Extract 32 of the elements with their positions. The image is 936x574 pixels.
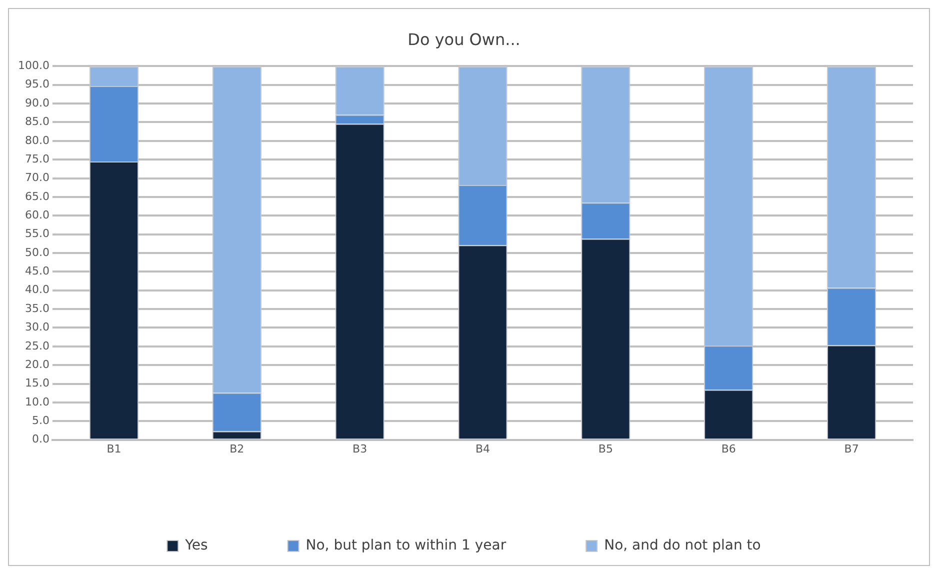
y-tick-label: 20.0: [24, 358, 50, 371]
chart-title: Do you Own...: [408, 30, 520, 49]
x-tick-label: B3: [352, 442, 368, 456]
y-tick-label: 25.0: [24, 339, 50, 352]
y-tick-label: 100.0: [18, 59, 50, 72]
y-tick-label: 90.0: [24, 96, 50, 110]
y-tick-label: 5.0: [32, 414, 50, 427]
y-tick-label: 40.0: [24, 283, 50, 296]
y-tick-label: 35.0: [24, 302, 50, 315]
y-tick-label: 55.0: [24, 227, 50, 240]
y-tick-label: 15.0: [24, 376, 50, 390]
y-tick-label: 85.0: [24, 115, 50, 128]
y-tick-label: 95.0: [24, 78, 50, 91]
legend-label: No, and do not plan to: [604, 538, 761, 554]
y-tick-label: 30.0: [24, 320, 50, 334]
legend-label: Yes: [184, 538, 208, 554]
y-tick-label: 80.0: [24, 134, 50, 147]
x-tick-label: B1: [106, 442, 122, 456]
y-tick-label: 10.0: [24, 395, 50, 408]
x-tick-label: B7: [844, 442, 859, 456]
x-tick-label: B4: [475, 442, 490, 456]
legend-label: No, but plan to within 1 year: [306, 538, 506, 554]
y-tick-label: 50.0: [24, 246, 50, 259]
y-tick-label: 65.0: [24, 190, 50, 203]
y-tick-label: 45.0: [24, 264, 50, 278]
y-tick-label: 70.0: [24, 171, 50, 184]
x-tick-label: B2: [230, 442, 244, 456]
y-tick-label: 0.0: [32, 432, 50, 446]
x-tick-label: B5: [598, 442, 613, 456]
y-tick-label: 75.0: [24, 152, 50, 166]
x-tick-label: B6: [721, 442, 736, 456]
y-tick-label: 60.0: [24, 208, 50, 222]
